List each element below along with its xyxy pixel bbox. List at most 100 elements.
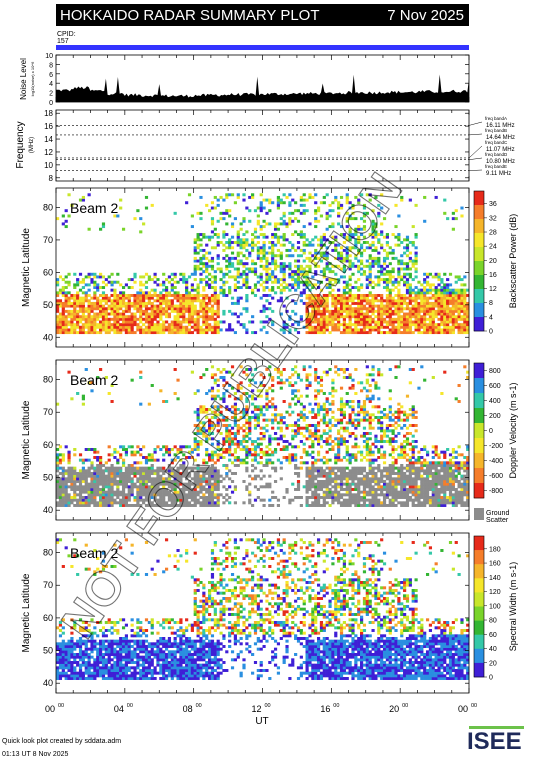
scatter-cell <box>185 331 188 334</box>
scatter-cell <box>125 480 128 483</box>
scatter-cell <box>397 273 400 276</box>
scatter-cell <box>62 475 65 478</box>
scatter-cell <box>217 307 220 310</box>
scatter-cell <box>76 504 79 507</box>
scatter-cell <box>214 246 217 249</box>
scatter-cell <box>377 318 380 321</box>
scatter-cell <box>455 302 458 305</box>
scatter-cell <box>260 207 263 210</box>
scatter-cell <box>371 302 374 305</box>
scatter-cell <box>446 321 449 324</box>
scatter-cell <box>429 310 432 313</box>
scatter-cell <box>70 467 73 470</box>
scatter-cell <box>194 241 197 244</box>
scatter-cell <box>67 475 70 478</box>
scatter-cell <box>139 472 142 475</box>
scatter-cell <box>142 299 145 302</box>
scatter-cell <box>303 249 306 252</box>
scatter-cell <box>463 283 466 286</box>
scatter-cell <box>113 491 116 494</box>
scatter-cell <box>463 297 466 300</box>
scatter-cell <box>409 241 412 244</box>
scatter-cell <box>99 286 102 289</box>
scatter-cell <box>357 278 360 281</box>
scatter-cell <box>56 318 59 321</box>
scatter-cell <box>263 199 266 202</box>
scatter-cell <box>165 310 168 313</box>
scatter-cell <box>88 275 91 278</box>
scatter-cell <box>191 302 194 305</box>
scatter-cell <box>217 257 220 260</box>
scatter-cell <box>214 331 217 334</box>
scatter-cell <box>56 493 59 496</box>
scatter-cell <box>56 291 59 294</box>
scatter-cell <box>326 485 329 488</box>
scatter-cell <box>351 328 354 331</box>
scatter-cell <box>320 384 323 387</box>
scatter-cell <box>392 275 395 278</box>
scatter-cell <box>263 225 266 228</box>
scatter-cell <box>265 270 268 273</box>
scatter-cell <box>297 429 300 432</box>
scatter-cell <box>288 424 291 427</box>
scatter-cell <box>105 461 108 464</box>
scatter-cell <box>288 405 291 408</box>
scatter-cell <box>139 328 142 331</box>
scatter-cell <box>214 297 217 300</box>
scatter-cell <box>116 491 119 494</box>
scatter-cell <box>242 244 245 247</box>
scatter-cell <box>62 215 65 218</box>
scatter-cell <box>317 483 320 486</box>
scatter-cell <box>211 331 214 334</box>
scatter-cell <box>435 326 438 329</box>
scatter-cell <box>242 265 245 268</box>
scatter-cell <box>383 273 386 276</box>
scatter-cell <box>248 209 251 212</box>
scatter-cell <box>328 318 331 321</box>
scatter-cell <box>99 273 102 276</box>
scatter-cell <box>394 225 397 228</box>
scatter-cell <box>412 265 415 268</box>
scatter-cell <box>142 313 145 316</box>
scatter-cell <box>397 262 400 265</box>
scatter-cell <box>113 310 116 313</box>
scatter-cell <box>297 389 300 392</box>
scatter-cell <box>245 299 248 302</box>
scatter-cell <box>383 260 386 263</box>
scatter-cell <box>156 326 159 329</box>
scatter-cell <box>93 321 96 324</box>
scatter-cell <box>260 275 263 278</box>
scatter-cell <box>194 323 197 326</box>
scatter-cell <box>406 268 409 271</box>
y-tick-label: 50 <box>43 300 53 310</box>
scatter-cell <box>366 310 369 313</box>
scatter-cell <box>88 326 91 329</box>
scatter-cell <box>274 225 277 228</box>
scatter-cell <box>199 268 202 271</box>
scatter-cell <box>380 321 383 324</box>
scatter-cell <box>323 196 326 199</box>
scatter-cell <box>99 504 102 507</box>
scatter-cell <box>323 331 326 334</box>
scatter-cell <box>245 257 248 260</box>
scatter-cell <box>202 262 205 265</box>
scatter-cell <box>105 467 108 470</box>
y-tick-label: 16 <box>44 122 53 131</box>
scatter-cell <box>446 302 449 305</box>
scatter-cell <box>70 469 73 472</box>
scatter-cell <box>323 416 326 419</box>
scatter-cell <box>88 299 91 302</box>
scatter-cell <box>211 297 214 300</box>
scatter-cell <box>105 326 108 329</box>
scatter-cell <box>265 294 268 297</box>
scatter-cell <box>320 215 323 218</box>
scatter-cell <box>406 321 409 324</box>
scatter-cell <box>242 246 245 249</box>
scatter-cell <box>99 328 102 331</box>
scatter-cell <box>360 313 363 316</box>
scatter-cell <box>389 328 392 331</box>
scatter-cell <box>96 315 99 318</box>
scatter-cell <box>268 419 271 422</box>
scatter-cell <box>285 488 288 491</box>
scatter-cell <box>460 299 463 302</box>
